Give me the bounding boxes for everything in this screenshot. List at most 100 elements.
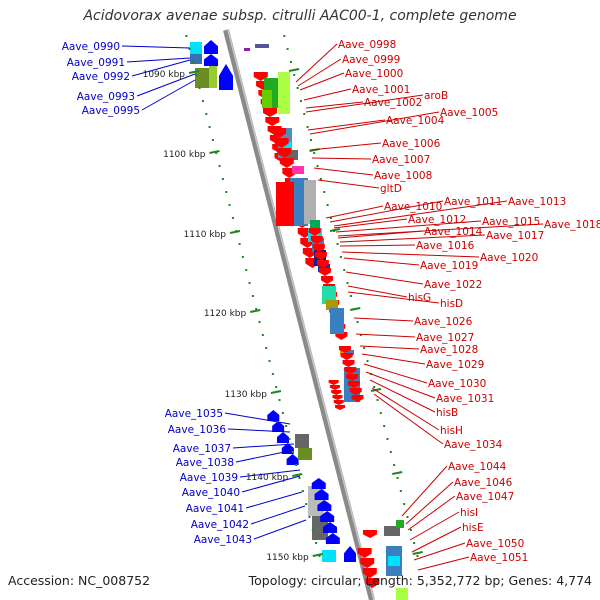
leader-line-reverse [337,230,424,239]
gene-arrow-reverse [357,548,372,558]
gene-label-forward: Aave_1043 [194,534,252,546]
scale-dot-right [409,529,412,531]
leader-line-reverse [409,511,460,541]
gene-label-reverse: Aave_1016 [416,240,475,252]
leader-line-forward [131,59,191,77]
gene-arrow-reverse [338,346,351,353]
gene-arrow-reverse [262,108,277,117]
gene-label-reverse: Aave_0999 [342,54,400,66]
scale-dot-right [363,347,366,349]
major-tick-left [188,70,200,74]
gene-arrow-reverse [333,400,344,405]
scale-dot-right [399,490,402,492]
gene-label-reverse: hisI [460,507,478,519]
leader-line-forward [250,505,306,525]
leader-line-reverse [313,167,374,176]
leader-line-reverse [307,119,386,131]
major-tick-right [392,471,403,475]
scale-label: 1090 kbp [143,70,186,80]
gene-arrow-forward [325,533,340,544]
accession-text: Accession: NC_008752 [8,573,151,588]
gene-arrow-reverse [329,385,340,390]
leader-line-forward [235,449,295,463]
scale-dot-left [291,451,294,453]
leader-line-reverse [347,291,440,304]
scale-dot-right [323,191,326,193]
gene-arrow-forward [286,454,299,465]
gene-label-forward: Aave_0991 [67,57,125,69]
scale-dot-left [251,295,254,297]
gene-arrow-reverse [363,530,377,538]
leader-line-reverse [417,556,470,571]
scale-dot-right [383,425,386,427]
gene-small [255,44,269,48]
gene-arrow-reverse [314,252,327,260]
gene-arrow-reverse [347,381,360,388]
scale-dot-left [301,490,304,492]
leader-line-forward [227,428,291,433]
gene-label-reverse: Aave_1029 [426,359,484,371]
scale-dot-right [406,516,409,518]
leader-line-reverse [325,205,384,219]
major-tick-left [270,390,282,394]
gene-arrow-forward [320,511,335,522]
gene-arrow-reverse [279,158,294,168]
gene-label-forward: Aave_0993 [77,91,135,103]
gene-label-reverse: Aave_1013 [508,196,566,208]
gene-arrow-reverse [321,276,334,284]
scale-dot-left [288,438,291,440]
gene-arrow-reverse [362,568,377,578]
leader-line-reverse [361,353,426,365]
gene-label-reverse: Aave_1006 [382,138,441,150]
gene-label-reverse: Aave_1051 [470,552,528,564]
major-tick-right [412,551,423,555]
scale-dot-right [356,321,359,323]
gene-arrow-reverse [344,367,357,374]
gene-arrow-reverse [335,405,346,410]
leader-line-forward [245,491,303,509]
scale-label: 1140 kbp [246,473,289,483]
scale-dot-left [211,139,214,141]
gene-label-reverse: Aave_1047 [456,491,514,503]
gene-arrow-forward [272,421,285,432]
major-tick-right [329,228,341,232]
gene-arrow-reverse [351,395,364,402]
scale-dot-left [311,529,314,531]
gene-layer [190,40,408,600]
scale-dot-right [376,399,379,401]
scale-dot-left [285,425,288,427]
backbone-layer [223,29,375,600]
scale-dot-right [329,217,332,219]
gene-arrow-reverse [312,244,325,252]
scale-label: 1110 kbp [184,230,227,240]
leader-line-reverse [347,285,408,298]
scale-dot-right [293,74,296,76]
gene-label-reverse: Aave_1046 [454,477,513,489]
gene-label-reverse: Aave_1020 [480,252,538,264]
gene-label-reverse: Aave_1018 [544,219,600,231]
scale-dot-right [303,113,306,115]
leader-line-reverse [353,317,414,322]
gene-label-reverse: Aave_1026 [414,316,473,328]
leader-line-reverse [363,363,428,384]
gene-label-reverse: Aave_1010 [384,201,442,213]
gene-arrow-reverse [328,380,339,385]
gene-label-forward: Aave_0990 [62,41,120,53]
gene-label-reverse: Aave_1027 [416,332,474,344]
scale-dot-right [313,152,316,154]
leader-line-reverse [355,333,416,338]
scale-dot-left [271,373,274,375]
scale-dot-right [403,503,406,505]
scale-dot-right [386,438,389,440]
leader-line-reverse [305,101,364,109]
leader-line-reverse [345,271,424,285]
scale-dot-right [366,360,369,362]
leader-line-reverse [309,111,440,135]
gene-label-forward: Aave_1039 [180,472,238,484]
gene-label-forward: Aave_1035 [165,408,223,420]
gene-arrow-reverse [316,260,329,268]
leader-line-forward [141,79,196,111]
gene-small [244,48,250,51]
scale-dot-right [289,61,292,63]
scale-dot-left [315,542,318,544]
